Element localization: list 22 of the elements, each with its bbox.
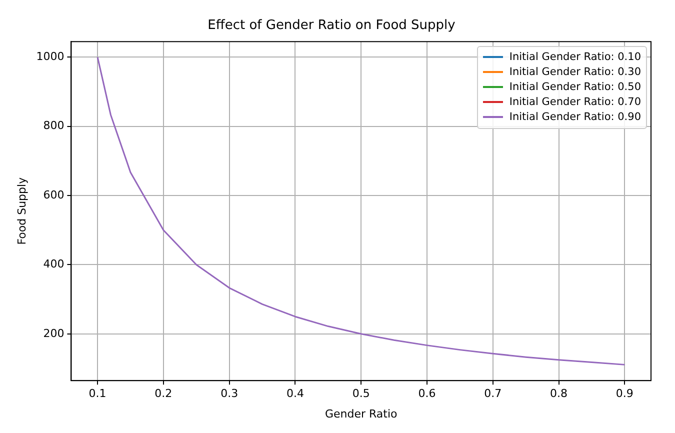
y-tick-label: 1000 <box>36 50 64 64</box>
x-tick-label: 0.2 <box>154 387 172 400</box>
legend-label: Initial Gender Ratio: 0.30 <box>509 64 641 80</box>
y-tick-label: 200 <box>43 326 64 340</box>
y-axis-title: Food Supply <box>15 176 28 245</box>
x-tick-label: 0.3 <box>220 387 238 400</box>
y-tick-label: 600 <box>43 188 64 202</box>
x-tick-label: 0.6 <box>418 387 436 400</box>
x-tick-label: 0.1 <box>88 387 106 400</box>
x-tick-label: 0.8 <box>550 387 568 400</box>
x-tick-label: 0.7 <box>484 387 502 400</box>
legend-label: Initial Gender Ratio: 0.10 <box>509 50 641 65</box>
x-tick-label: 0.4 <box>286 387 304 400</box>
x-tick-label: 0.5 <box>352 387 370 400</box>
legend-label: Initial Gender Ratio: 0.50 <box>509 80 641 95</box>
chart-title: Effect of Gender Ratio on Food Supply <box>208 18 456 34</box>
legend-label: Initial Gender Ratio: 0.90 <box>509 110 641 125</box>
x-tick-label: 0.9 <box>616 387 634 400</box>
x-axis-title: Gender Ratio <box>324 407 398 420</box>
y-tick-label: 400 <box>43 258 64 271</box>
y-tick-label: 800 <box>43 119 64 132</box>
legend-label: Initial Gender Ratio: 0.70 <box>509 94 641 110</box>
